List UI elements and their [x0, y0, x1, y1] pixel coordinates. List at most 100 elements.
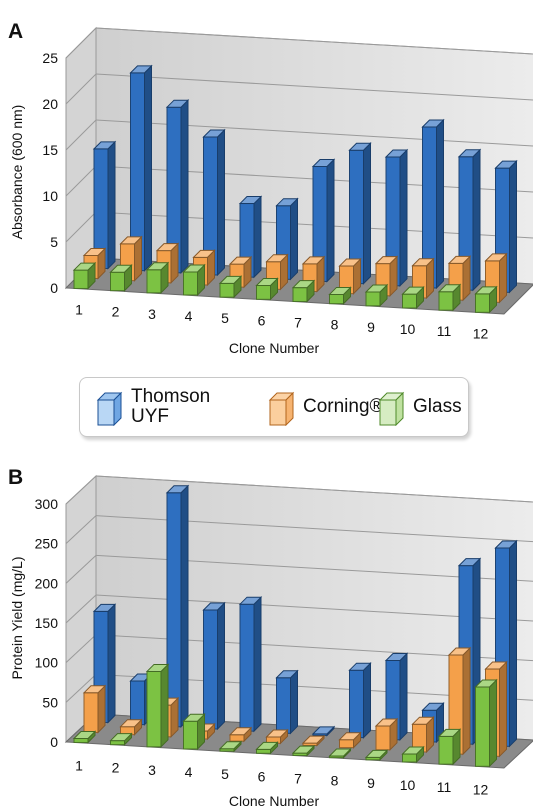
- panel-a-gridline: [95, 73, 533, 101]
- panel-a-bar-glass-4: [182, 263, 206, 297]
- panel-b-y-tick-label: 50: [42, 694, 58, 710]
- legend-swatch-glass: [378, 391, 405, 426]
- panel-b-y-tick-label: 150: [35, 615, 59, 631]
- panel-a-y-axis-label: Absorbance (600 nm): [9, 105, 25, 240]
- panel-b-x-axis-label: Clone Number: [229, 793, 320, 809]
- chart-panel-b: B Protein Yield (mg/L) Clone Number 0 50 1…: [8, 466, 533, 809]
- panel-b-gridline-side: [65, 673, 97, 703]
- panel-a-bar-thomsonuyf-1: [92, 140, 117, 270]
- panel-a-bar-glass-10: [401, 285, 425, 310]
- panel-b-bar-glass-6: [255, 741, 279, 755]
- panel-b-bar-glass-10: [401, 745, 425, 764]
- panel-b-bar-thomsonuyf-5: [238, 596, 263, 733]
- panel-a-bar-thomsonuyf-2: [129, 64, 153, 272]
- panel-b-gridline-side: [65, 554, 97, 584]
- legend-label-thomson: Thomson UYF: [131, 386, 211, 427]
- panel-a-x-tick-label: 11: [437, 323, 452, 339]
- panel-a-bar-glass-8: [328, 286, 352, 305]
- panel-b-bar-glass-9: [364, 749, 389, 762]
- panel-b-gridline-side: [65, 634, 97, 664]
- panel-a-bar-glass-1: [72, 261, 97, 290]
- panel-b-bar-corning-8: [338, 731, 362, 749]
- panel-a-y-tick-label: 20: [42, 96, 58, 112]
- panel-a-gridline-side: [65, 165, 97, 197]
- panel-a-bar-thomsonuyf-8: [348, 142, 372, 285]
- panel-b-bar-thomsonuyf-8: [348, 662, 372, 739]
- panel-a-bar-glass-7: [291, 279, 316, 303]
- panel-a-gridline-side: [65, 73, 97, 105]
- legend: Thomson UYF Corning® Glass: [79, 377, 469, 437]
- panel-b-x-tick-label: 1: [75, 757, 83, 773]
- legend-item-corning: Corning®: [266, 378, 384, 436]
- panel-a-gridline-side: [65, 119, 97, 151]
- legend-swatch-corning: [268, 391, 295, 426]
- panel-b-bar-corning-9: [374, 717, 399, 752]
- panel-b-y-tick-label: 300: [35, 496, 59, 512]
- panel-b-bar-glass-5: [218, 740, 243, 753]
- panel-b-y-tick-label: 200: [35, 575, 59, 591]
- panel-b-bar-glass-1: [72, 730, 97, 744]
- chart-panel-a: A Absorbance (600 nm) Clone Number 0 5 10 1…: [8, 20, 533, 356]
- legend-label-glass: Glass: [413, 396, 462, 417]
- panel-b-gridline-side: [65, 515, 97, 545]
- panel-b-x-tick-label: 8: [331, 773, 339, 789]
- panel-b-bar-corning-7: [301, 734, 326, 747]
- panel-a-x-tick-label: 2: [112, 304, 120, 320]
- panel-a-bar-glass-9: [364, 283, 389, 308]
- panel-a-bar-glass-11: [437, 283, 462, 312]
- panel-b-bar-glass-4: [182, 713, 206, 751]
- panel-a-bar-glass-6: [255, 277, 279, 301]
- panel-a-y-tick-label: 0: [50, 280, 58, 296]
- panel-b-bar-thomsonuyf-4: [202, 601, 226, 731]
- panel-a-x-tick-label: 9: [367, 319, 375, 335]
- panel-b-y-tick-label: 250: [35, 536, 59, 552]
- panel-b-letter: B: [8, 466, 23, 489]
- panel-a-bar-thomsonuyf-3: [165, 99, 190, 275]
- panel-a-x-tick-label: 5: [221, 310, 229, 326]
- panel-a-y-tick-label: 25: [42, 50, 58, 66]
- panel-b-bar-corning-1: [82, 684, 107, 734]
- panel-a-bar-thomsonuyf-9: [384, 148, 409, 288]
- panel-a-bar-thomsonuyf-4: [202, 128, 226, 277]
- panel-a-x-tick-label: 7: [294, 314, 302, 330]
- panel-a-y-tick-label: 10: [42, 188, 58, 204]
- legend-item-thomson: Thomson UYF: [94, 378, 211, 436]
- panel-b-x-tick-label: 6: [258, 768, 266, 784]
- legend-swatch-thomson: [96, 391, 123, 426]
- panel-b-x-tick-label: 4: [185, 764, 193, 780]
- panel-a-bar-glass-3: [145, 261, 170, 295]
- panel-a-y-tick-label: 15: [42, 142, 58, 158]
- panel-a-x-tick-label: 12: [473, 325, 489, 341]
- panel-a-bar-glass-2: [109, 264, 133, 292]
- panel-b-gridline: [95, 475, 533, 503]
- panel-a-x-tick-label: 6: [258, 312, 266, 328]
- panel-b-bar-thomsonuyf-3: [165, 484, 190, 729]
- panel-b-bar-glass-7: [291, 744, 316, 757]
- panel-b-bar-corning-2: [119, 718, 143, 736]
- panel-a-bar-glass-5: [218, 275, 243, 299]
- panel-b-x-tick-label: 10: [400, 777, 416, 793]
- panel-b-bar-glass-12: [474, 678, 498, 768]
- panel-b-bar-glass-2: [109, 732, 133, 746]
- panel-a-y-tick-label: 5: [50, 234, 58, 250]
- panel-b-x-tick-label: 3: [148, 762, 156, 778]
- panel-b-bar-glass-3: [145, 663, 170, 749]
- panel-a-bar-thomsonuyf-7: [311, 158, 336, 283]
- legend-label-corning: Corning®: [303, 396, 384, 417]
- panel-b-gridline-side: [65, 475, 97, 505]
- panel-b-x-tick-label: 9: [367, 775, 375, 791]
- panel-a-x-tick-label: 1: [75, 301, 83, 317]
- panel-b-x-tick-label: 5: [221, 766, 229, 782]
- panel-a-bar-glass-12: [474, 285, 498, 314]
- panel-b-x-tick-label: 12: [473, 781, 489, 797]
- panel-b-y-tick-label: 0: [50, 734, 58, 750]
- panel-b-y-axis-label: Protein Yield (mg/L): [9, 557, 25, 680]
- panel-a-gridline-side: [65, 211, 97, 243]
- panel-b-bar-thomsonuyf-6: [275, 669, 299, 735]
- panel-a-gridline: [95, 27, 533, 55]
- panel-a-x-axis-label: Clone Number: [229, 340, 320, 356]
- panel-b-bar-glass-8: [328, 747, 352, 759]
- panel-b-bar-corning-5: [228, 726, 253, 743]
